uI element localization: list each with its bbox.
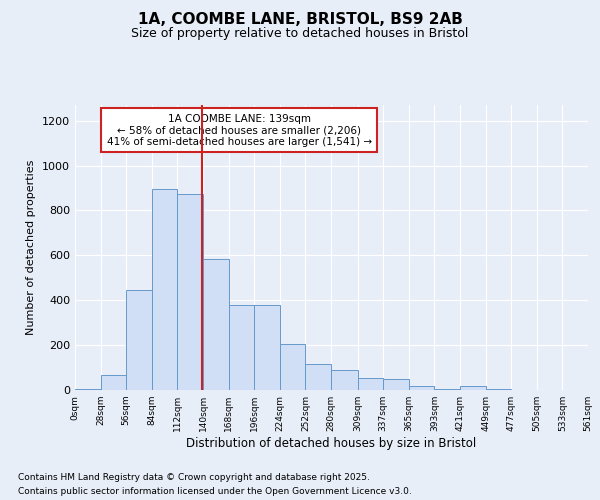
- Text: 1A COOMBE LANE: 139sqm
← 58% of detached houses are smaller (2,206)
41% of semi-: 1A COOMBE LANE: 139sqm ← 58% of detached…: [107, 114, 372, 147]
- Bar: [203, 258, 229, 390]
- Text: Contains public sector information licensed under the Open Government Licence v3: Contains public sector information licen…: [18, 488, 412, 496]
- X-axis label: Distribution of detached houses by size in Bristol: Distribution of detached houses by size …: [187, 437, 476, 450]
- Bar: [75, 389, 101, 390]
- Text: Size of property relative to detached houses in Bristol: Size of property relative to detached ho…: [131, 28, 469, 40]
- Bar: [485, 389, 511, 390]
- Bar: [280, 344, 305, 390]
- Bar: [254, 304, 280, 390]
- Bar: [460, 386, 485, 390]
- Text: Contains HM Land Registry data © Crown copyright and database right 2025.: Contains HM Land Registry data © Crown c…: [18, 472, 370, 482]
- Bar: [229, 304, 254, 390]
- Text: 1A, COOMBE LANE, BRISTOL, BS9 2AB: 1A, COOMBE LANE, BRISTOL, BS9 2AB: [137, 12, 463, 28]
- Bar: [383, 379, 409, 390]
- Bar: [409, 386, 434, 390]
- Bar: [434, 389, 460, 390]
- Bar: [358, 378, 383, 390]
- Bar: [178, 194, 203, 390]
- Bar: [126, 290, 152, 390]
- Bar: [101, 376, 126, 390]
- Bar: [152, 189, 178, 390]
- Bar: [331, 370, 358, 390]
- Bar: [305, 364, 331, 390]
- Y-axis label: Number of detached properties: Number of detached properties: [26, 160, 37, 335]
